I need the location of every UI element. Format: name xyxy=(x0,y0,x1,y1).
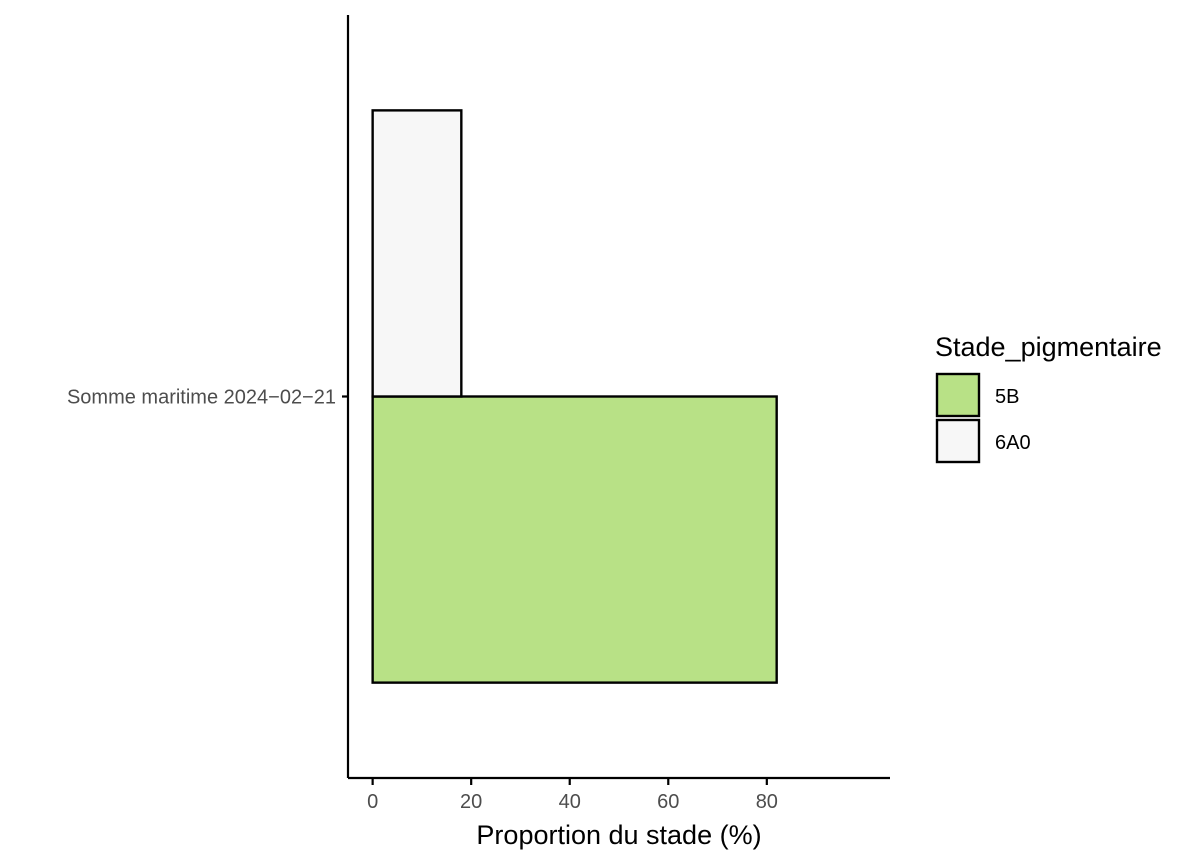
x-tick-label: 60 xyxy=(657,791,679,813)
y-axis-ticks: Somme maritime 2024−02−21 xyxy=(67,387,348,409)
x-axis-title: Proportion du stade (%) xyxy=(476,820,761,850)
x-tick-label: 80 xyxy=(756,791,778,813)
legend-label-6a0: 6A0 xyxy=(995,432,1031,454)
bars-layer xyxy=(371,109,778,684)
x-axis-ticks: 0 20 40 60 80 xyxy=(367,778,778,813)
legend: Stade_pigmentaire 5B 6A0 xyxy=(935,332,1162,464)
x-tick-label: 40 xyxy=(559,791,581,813)
y-tick-label: Somme maritime 2024−02−21 xyxy=(67,387,336,409)
legend-key-6a0 xyxy=(935,418,981,464)
bar-5b xyxy=(371,395,778,684)
x-tick-label: 20 xyxy=(460,791,482,813)
legend-label-5b: 5B xyxy=(995,386,1019,408)
legend-items: 5B 6A0 xyxy=(935,372,1031,464)
x-tick-label: 0 xyxy=(367,791,378,813)
legend-key-5b xyxy=(935,372,981,418)
bar-6a0 xyxy=(371,109,463,398)
legend-title: Stade_pigmentaire xyxy=(935,332,1162,362)
